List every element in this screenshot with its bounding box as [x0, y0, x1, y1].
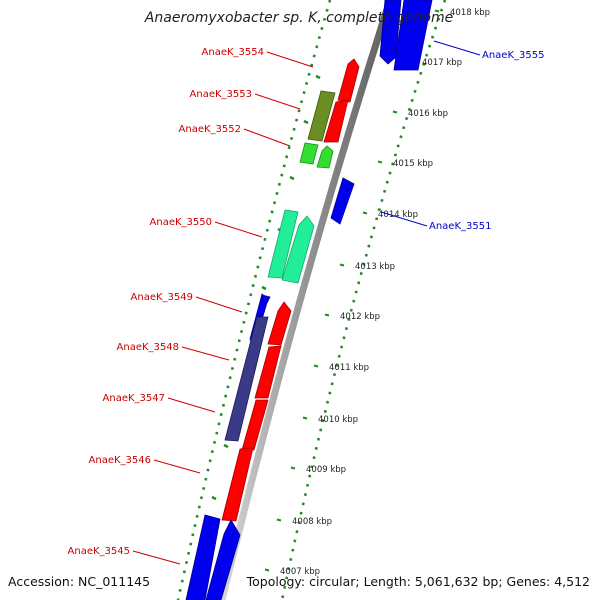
gene-label[interactable]: AnaeK_3555: [433, 40, 544, 61]
gene-leader-line: [266, 51, 314, 68]
gene-name-text[interactable]: AnaeK_3546: [89, 455, 151, 466]
gene-arrow-anaek-3552[interactable]: [316, 145, 334, 169]
gene-label-group: AnaeK_3555 AnaeK_3554 AnaeK_3553 AnaeK_3552…: [68, 40, 544, 565]
gene-label[interactable]: AnaeK_3545: [68, 546, 181, 565]
inner-tick-mark: [315, 74, 321, 80]
gene-name-text[interactable]: AnaeK_3547: [103, 393, 165, 404]
gene-label[interactable]: AnaeK_3552: [179, 124, 291, 147]
kbp-tick-mark: [434, 9, 440, 13]
kbp-tick: 4011 kbp: [313, 363, 369, 373]
kbp-tick: 4012 kbp: [324, 312, 380, 322]
gene-label[interactable]: AnaeK_3554: [202, 47, 314, 68]
gene-arrow-anaek-3548[interactable]: [224, 316, 269, 442]
genome-backbone: [218, 0, 394, 600]
kbp-tick-label: 4011 kbp: [329, 363, 369, 373]
kbp-tick: 4013 kbp: [339, 262, 395, 272]
kbp-tick-label: 4013 kbp: [355, 262, 395, 272]
gene-arrow-anaek-3552[interactable]: [299, 142, 319, 165]
kbp-tick-label: 4014 kbp: [378, 210, 418, 220]
gene-leader-line: [153, 459, 201, 474]
genome-summary: Topology: circular; Length: 5,061,632 bp…: [246, 574, 590, 589]
kbp-tick-mark: [377, 160, 383, 164]
gene-name-text[interactable]: AnaeK_3553: [190, 89, 252, 100]
kbp-tick-mark: [302, 416, 308, 420]
kbp-tick-label: 4016 kbp: [408, 109, 448, 119]
kbp-tick-mark: [264, 568, 270, 572]
kbp-tick-mark: [339, 263, 345, 267]
kbp-tick-label: 4012 kbp: [340, 312, 380, 322]
kbp-tick: 4018 kbp: [434, 8, 490, 18]
gene-label[interactable]: AnaeK_3549: [131, 292, 243, 313]
gene-arrow-anaek-3545[interactable]: [205, 519, 241, 600]
gene-arrow-anaek-3551[interactable]: [330, 177, 355, 225]
kbp-tick-mark: [276, 518, 282, 522]
gene-arrow-anaek-3550[interactable]: [281, 215, 315, 284]
kbp-tick-label: 4015 kbp: [393, 159, 433, 169]
kbp-tick-mark: [392, 110, 398, 114]
kbp-tick: 4016 kbp: [392, 109, 448, 119]
inner-tick-mark: [303, 119, 309, 125]
inner-tick-mark: [211, 495, 217, 501]
inner-tick-mark: [261, 285, 267, 291]
gene-label[interactable]: AnaeK_3553: [190, 89, 301, 110]
gene-arrow-anaek-3555[interactable]: [379, 0, 402, 65]
gene-arrow-anaek-3545[interactable]: [185, 514, 221, 600]
gene-leader-line: [167, 397, 216, 413]
gene-label[interactable]: AnaeK_3548: [117, 342, 230, 361]
gene-label[interactable]: AnaeK_3546: [89, 455, 201, 474]
gene-leader-line: [254, 93, 301, 110]
gene-label[interactable]: AnaeK_3550: [150, 217, 263, 238]
gene-leader-line: [214, 221, 263, 238]
kbp-tick-mark: [313, 364, 319, 368]
kbp-tick: 4015 kbp: [377, 159, 433, 169]
gene-leader-line: [243, 128, 291, 147]
kbp-tick-label: 4007 kbp: [280, 567, 320, 577]
gene-arrow-anaek-3549[interactable]: [261, 294, 271, 306]
gene-arrow-anaek-3555[interactable]: [393, 0, 433, 71]
kbp-tick: 4014 kbp: [362, 210, 418, 220]
gene-leader-line: [433, 40, 481, 56]
gene-name-text[interactable]: AnaeK_3549: [131, 292, 193, 303]
gene-feature-group: [185, 0, 433, 600]
gene-name-text[interactable]: AnaeK_3554: [202, 47, 264, 58]
gene-label[interactable]: AnaeK_3551: [380, 211, 491, 232]
gene-arrow-anaek-3554[interactable]: [337, 58, 360, 103]
map-title: Anaeromyxobacter sp. K, complete genome: [144, 10, 453, 26]
gene-arrow-anaek-3547[interactable]: [254, 345, 282, 399]
gene-arrow-anaek-3547[interactable]: [267, 301, 292, 346]
kbp-tick-label: 4009 kbp: [306, 465, 346, 475]
kbp-tick-mark: [324, 313, 330, 317]
inner-tick-mark: [223, 443, 229, 449]
gene-arrow-anaek-3550[interactable]: [267, 209, 299, 279]
kbp-tick-label: 4017 kbp: [422, 58, 462, 68]
gene-leader-line: [181, 346, 230, 361]
gene-name-text[interactable]: AnaeK_3552: [179, 124, 241, 135]
gene-arrow-anaek-3554[interactable]: [323, 99, 349, 143]
kbp-tick-label: 4018 kbp: [450, 8, 490, 18]
kbp-tick-label: 4008 kbp: [292, 517, 332, 527]
kbp-tick: 4007 kbp: [264, 567, 320, 577]
gene-leader-line: [195, 296, 243, 313]
kbp-tick-mark: [362, 211, 368, 215]
gene-name-text[interactable]: AnaeK_3555: [482, 50, 544, 61]
kbp-tick: 4010 kbp: [302, 415, 358, 425]
kbp-tick: 4008 kbp: [276, 517, 332, 527]
kbp-tick-mark: [290, 466, 296, 470]
gene-name-text[interactable]: AnaeK_3550: [150, 217, 212, 228]
inner-tick-mark: [289, 175, 295, 181]
gene-name-text[interactable]: AnaeK_3548: [117, 342, 179, 353]
gene-leader-line: [380, 211, 428, 227]
kbp-tick-label: 4010 kbp: [318, 415, 358, 425]
gene-leader-line: [132, 550, 181, 565]
gene-arrow-anaek-3553[interactable]: [307, 90, 336, 142]
gene-label[interactable]: AnaeK_3547: [103, 393, 216, 413]
gene-name-text[interactable]: AnaeK_3551: [429, 221, 491, 232]
gene-name-text[interactable]: AnaeK_3545: [68, 546, 130, 557]
accession-label: Accession: NC_011145: [8, 574, 150, 589]
kbp-tick: 4009 kbp: [290, 465, 346, 475]
